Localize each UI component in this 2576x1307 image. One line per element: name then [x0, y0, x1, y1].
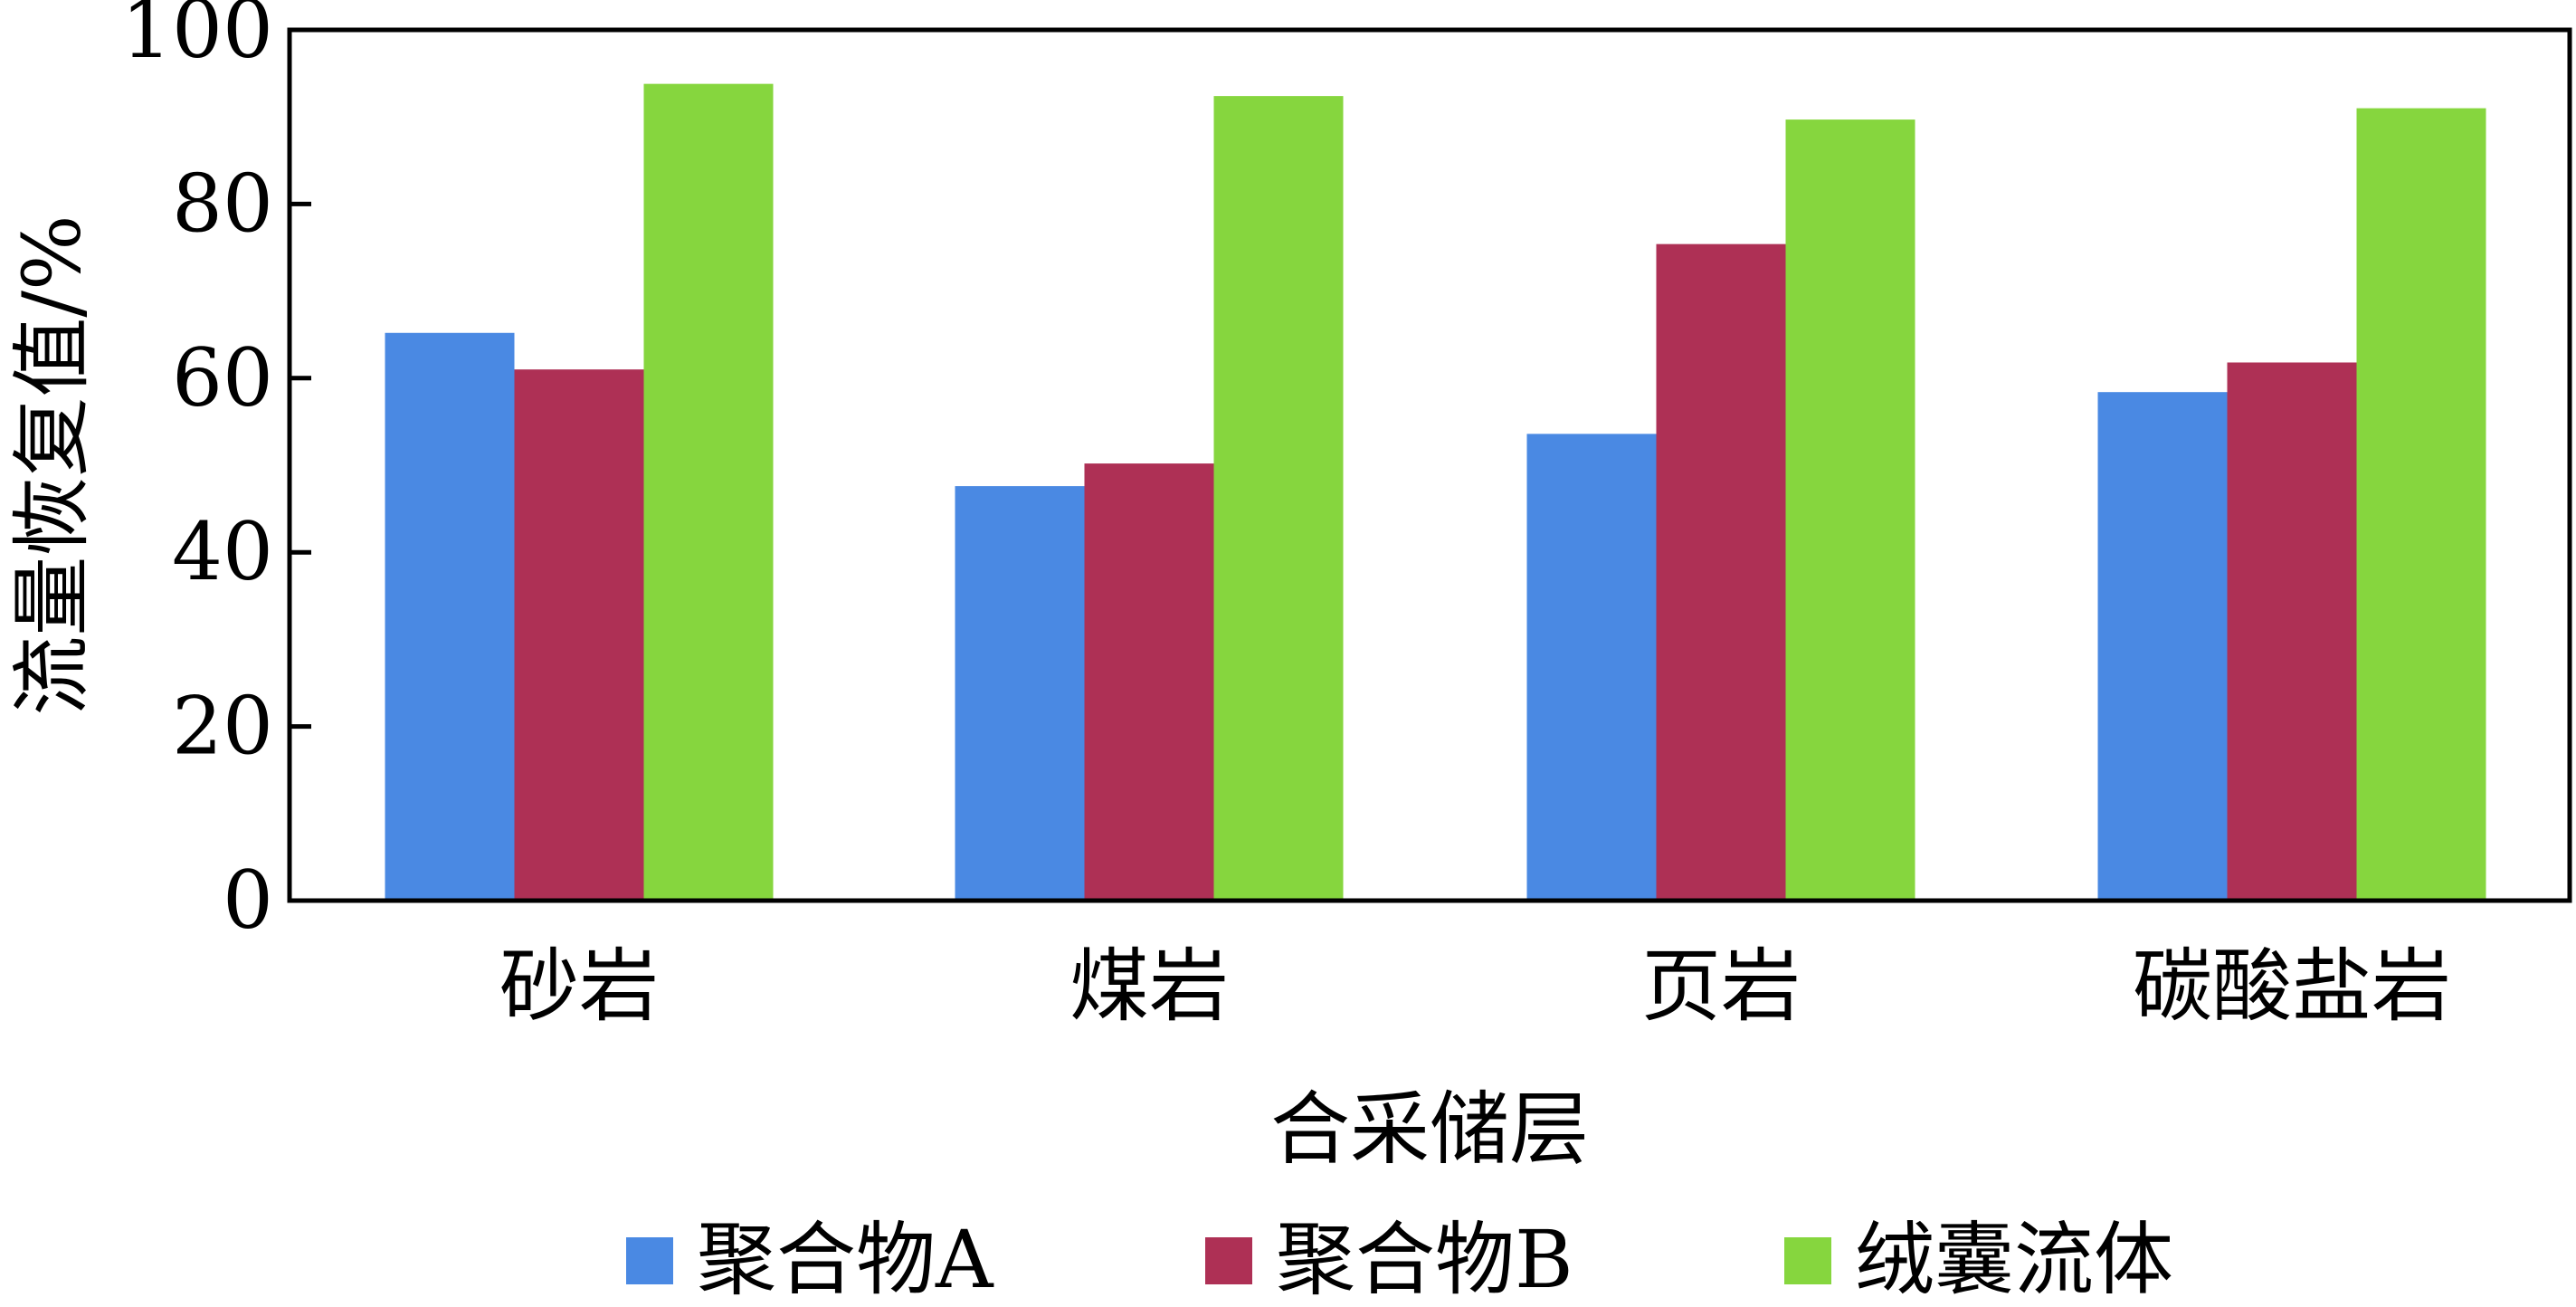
y-tick-label: 20 — [172, 680, 273, 773]
legend-swatch-1 — [626, 1237, 673, 1284]
bar-3-2 — [1213, 96, 1344, 901]
bar-3-3 — [1785, 119, 1915, 901]
bar-1-4 — [2097, 392, 2228, 901]
y-tick-label: 80 — [172, 157, 273, 250]
y-tick-label: 0 — [223, 854, 273, 947]
legend-label-3: 绒囊流体 — [1855, 1213, 2173, 1306]
bar-2-3 — [1656, 243, 1786, 902]
y-ticks-group: 0 20 40 60 80 100 — [121, 0, 311, 947]
x-ticks-group: 砂岩 煤岩 页岩 碳酸盐岩 — [499, 940, 2451, 1033]
legend-swatch-3 — [1784, 1237, 1831, 1284]
x-tick-label: 页岩 — [1641, 940, 1801, 1033]
bar-3-4 — [2356, 108, 2486, 901]
bar-2-4 — [2227, 362, 2357, 901]
y-axis-label: 流量恢复值/% — [5, 215, 99, 715]
bar-1-3 — [1526, 434, 1657, 901]
x-axis-label: 合采储层 — [1270, 1083, 1589, 1176]
bar-1-2 — [955, 486, 1085, 901]
plot-frame — [287, 27, 2572, 903]
bars-group — [385, 83, 2486, 902]
bar-1-1 — [385, 332, 515, 901]
y-tick-label: 40 — [172, 505, 273, 598]
x-tick-label: 煤岩 — [1069, 940, 1229, 1033]
x-tick-label: 碳酸盐岩 — [2133, 940, 2451, 1033]
legend-swatch-2 — [1205, 1237, 1252, 1284]
y-tick-label: 60 — [172, 331, 273, 425]
legend: 聚合物A 聚合物B 绒囊流体 — [626, 1213, 2173, 1306]
bar-2-2 — [1084, 463, 1214, 901]
bar-3-1 — [643, 83, 774, 902]
x-tick-label: 砂岩 — [499, 940, 659, 1033]
legend-label-2: 聚合物B — [1276, 1213, 1573, 1306]
bar-2-1 — [514, 369, 644, 901]
y-tick-label: 100 — [121, 0, 273, 76]
legend-label-1: 聚合物A — [697, 1213, 994, 1306]
